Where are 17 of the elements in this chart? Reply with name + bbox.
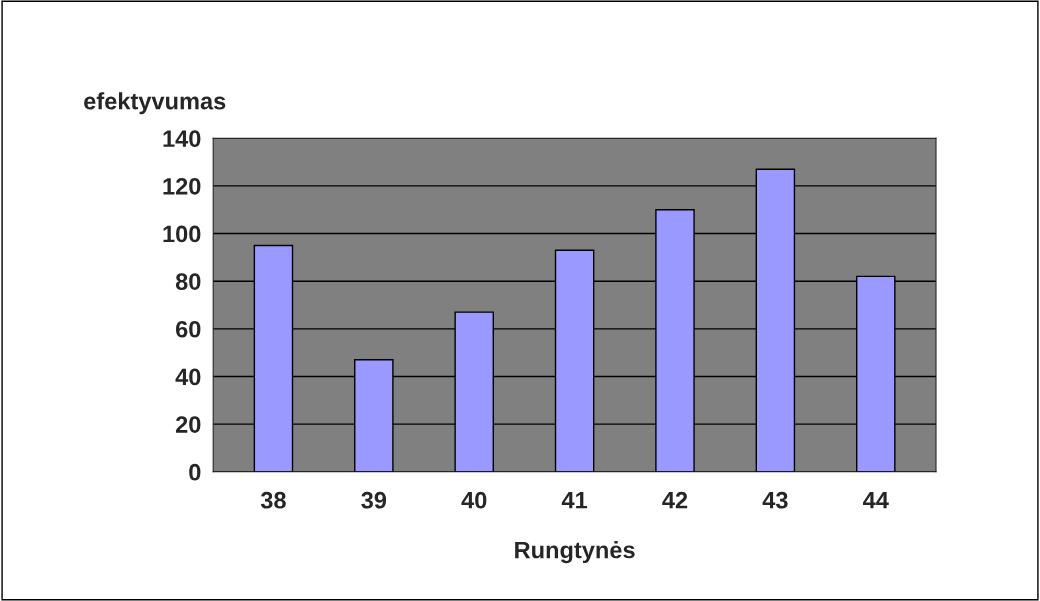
x-axis-title: Rungtynės [515,541,635,564]
y-tick-label: 60 [176,320,201,338]
x-tick-label: 39 [361,491,387,509]
y-tick-label: 140 [163,130,201,148]
y-tick-label: 20 [175,416,201,433]
y-axis-title: efektyvumas [84,92,226,115]
y-tick-label: 100 [163,225,201,243]
y-tick-label: 40 [175,368,201,386]
x-tick-label: 42 [662,491,688,509]
x-tick-label: 38 [260,491,286,509]
y-tick-label: 80 [175,273,201,290]
x-tick-label: 40 [461,491,487,509]
x-tick-label: 44 [862,492,889,509]
x-tick-label: 41 [561,492,588,509]
y-tick-label: 120 [163,177,201,195]
y-tick-label: 0 [189,463,201,481]
x-tick-label: 43 [762,491,788,509]
